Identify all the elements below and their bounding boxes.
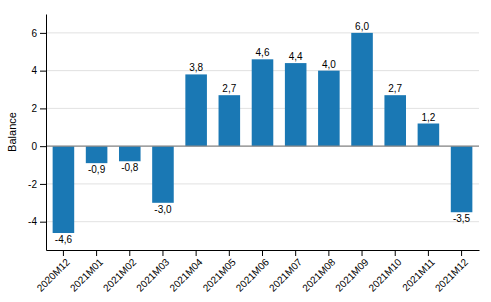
y-tick-mark [40, 33, 46, 34]
data-label: -4,6 [55, 234, 73, 245]
zero-line [46, 146, 479, 147]
bar [384, 95, 406, 146]
grid-line [46, 183, 479, 184]
y-tick-label: 0 [31, 141, 37, 152]
x-tick-label: 2021M05 [201, 256, 239, 294]
bar [252, 59, 274, 146]
bar [351, 33, 373, 146]
x-tick-label: 2021M08 [300, 256, 338, 294]
x-tick-label: 2021M06 [234, 256, 272, 294]
x-tick-label: 2021M04 [167, 256, 205, 294]
y-tick: -4 [28, 216, 46, 227]
x-tick-label: 2020M12 [35, 256, 73, 294]
y-tick-label: -2 [28, 179, 37, 190]
data-label: 4,0 [322, 59, 336, 70]
x-tick-label: 2021M03 [134, 256, 172, 294]
x-tick-mark [196, 250, 197, 256]
data-label: -3,5 [453, 213, 471, 224]
bar [418, 124, 440, 147]
x-tick: 2021M11 [400, 250, 437, 293]
x-tick: 2021M12 [433, 250, 471, 294]
data-label: 1,2 [421, 112, 435, 123]
x-tick: 2021M05 [201, 250, 239, 294]
bar [185, 74, 207, 146]
y-tick-label: -4 [28, 216, 37, 227]
bar [285, 63, 307, 146]
y-axis-title: Balance [6, 112, 18, 152]
x-tick-mark [362, 250, 363, 256]
bar [152, 146, 174, 203]
x-tick-mark [96, 250, 97, 256]
y-tick: 2 [31, 103, 46, 114]
bar [451, 146, 473, 212]
x-tick-label: 2021M09 [333, 256, 371, 294]
y-tick: 6 [31, 28, 46, 39]
bars [53, 33, 473, 233]
x-tick: 2021M06 [234, 250, 272, 294]
x-tick-mark [461, 250, 462, 256]
y-axis: -4 -2 0 2 4 6 [28, 15, 46, 251]
plot: -4-202462020M122021M012021M022021M032021… [28, 15, 479, 294]
data-label: -3,0 [154, 204, 172, 215]
x-tick: 2021M04 [167, 250, 205, 294]
y-tick: -2 [28, 179, 46, 190]
data-label: -0,9 [88, 164, 106, 175]
data-label: 4,6 [256, 47, 270, 58]
x-tick-label: 2021M01 [68, 256, 106, 294]
x-tick-mark [428, 250, 429, 256]
data-label: 4,4 [289, 51, 303, 62]
x-tick: 2021M10 [366, 250, 404, 294]
x-tick-label: 2021M10 [366, 256, 404, 294]
x-tick-mark [328, 250, 329, 256]
y-tick-mark [40, 71, 46, 72]
bar [86, 146, 108, 163]
grid-line [46, 32, 479, 33]
x-tick-label: 2021M12 [433, 256, 471, 294]
x-tick: 2021M02 [101, 250, 139, 294]
y-tick-label: 2 [31, 103, 37, 114]
x-tick: 2021M01 [68, 250, 106, 294]
data-labels: -4,6 -0,9 -0,8 -3,0 3,8 2,7 4,6 4,4 4,0 6,0 2,7 1,2… [55, 21, 471, 245]
x-tick-mark [162, 250, 163, 256]
grid [46, 33, 479, 222]
bar [119, 146, 141, 161]
data-label: 3,8 [189, 62, 203, 73]
y-tick-mark [40, 108, 46, 109]
x-tick-mark [295, 250, 296, 256]
x-tick-label: 2021M02 [101, 256, 139, 294]
x-tick: 2021M09 [333, 250, 371, 294]
y-axis-line [46, 15, 47, 251]
y-tick-mark [40, 184, 46, 185]
x-tick: 2021M03 [134, 250, 172, 294]
grid-line [46, 146, 479, 147]
x-tick-mark [63, 250, 64, 256]
bar [219, 95, 241, 146]
bar [53, 146, 75, 233]
data-label: 6,0 [355, 21, 369, 32]
grid-line [46, 221, 479, 222]
y-tick-mark [40, 222, 46, 223]
x-axis: 2020M122021M012021M022021M032021M042021M… [35, 250, 480, 294]
x-tick-mark [262, 250, 263, 256]
y-tick-label: 4 [31, 65, 37, 76]
x-tick-mark [395, 250, 396, 256]
x-tick: 2021M07 [267, 250, 305, 294]
y-tick: 0 [31, 141, 46, 152]
y-tick-label: 6 [31, 28, 37, 39]
data-label: 2,7 [222, 83, 236, 94]
x-tick-mark [229, 250, 230, 256]
bar [318, 71, 340, 147]
x-tick-label: 2021M07 [267, 256, 305, 294]
x-tick-label: 2021M11 [400, 256, 437, 293]
y-tick-mark [40, 146, 46, 147]
y-tick: 4 [31, 65, 46, 76]
x-tick-mark [129, 250, 130, 256]
x-tick: 2021M08 [300, 250, 338, 294]
x-tick: 2020M12 [35, 250, 73, 294]
chart: -4-202462020M122021M012021M022021M032021… [0, 0, 491, 302]
data-label: -0,8 [121, 162, 139, 173]
data-label: 2,7 [388, 83, 402, 94]
